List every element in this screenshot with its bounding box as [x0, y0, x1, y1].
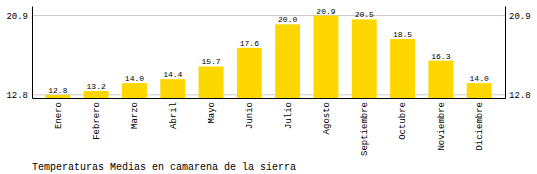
y2-tick-label: 12.8 — [509, 91, 531, 101]
data-label: 12.8 — [48, 86, 67, 95]
data-label: 17.6 — [240, 39, 259, 48]
y-tick-label: 12.8 — [6, 91, 28, 101]
y-tick: 12.8 — [6, 91, 32, 101]
data-label: 15.7 — [201, 57, 220, 66]
bar — [390, 39, 415, 98]
y-axis: 12.8 20.9 — [6, 7, 32, 102]
data-label: 18.5 — [393, 30, 412, 39]
x-tick-label: Febrero — [92, 102, 102, 140]
data-label: 16.3 — [431, 52, 450, 61]
x-tick-label: Junio — [245, 102, 255, 129]
x-tick-label: Diciembre — [475, 102, 485, 151]
x-tick-label: Mayo — [207, 102, 217, 124]
data-label: 13.2 — [87, 82, 106, 91]
bar — [84, 91, 109, 98]
x-tick-label: Octubre — [398, 102, 408, 140]
y-axis-line — [32, 7, 33, 99]
y-tick-label: 20.9 — [6, 12, 28, 22]
plot: 12.8 13.2 14.0 14.4 15.7 17.6 20.0 20.9 20.5 18.5… — [6, 7, 530, 157]
x-tick-label: Noviembre — [437, 102, 447, 151]
y2-tick: 20.9 — [505, 12, 531, 22]
chart: 12.8 13.2 14.0 14.4 15.7 17.6 20.0 20.9 20.5 18.5… — [0, 0, 537, 174]
bar — [122, 83, 147, 98]
x-tick: Julio — [284, 98, 294, 129]
data-label: 14.0 — [470, 74, 489, 83]
x-tick: Agosto — [322, 98, 332, 134]
x-tick: Octubre — [398, 98, 408, 140]
bar — [275, 24, 300, 98]
bar — [45, 95, 70, 98]
data-label: 20.0 — [278, 15, 297, 24]
x-tick: Febrero — [92, 98, 102, 140]
x-tick: Mayo — [207, 98, 217, 124]
y2-axis: 12.8 20.9 — [505, 7, 531, 102]
x-tick-label: Septiembre — [360, 102, 370, 156]
x-tick: Junio — [245, 98, 255, 129]
x-tick: Noviembre — [437, 98, 447, 151]
x-tick-label: Julio — [284, 102, 294, 129]
x-tick: Diciembre — [475, 98, 485, 151]
y2-tick: 12.8 — [505, 91, 531, 101]
x-tick-label: Enero — [54, 102, 64, 129]
title: Temperaturas Medias en camarena de la si… — [32, 162, 296, 173]
x-axis: Enero Febrero Marzo Abril Mayo Junio Julio Agos… — [33, 98, 506, 156]
bars — [45, 16, 491, 98]
x-tick-label: Marzo — [130, 102, 140, 129]
data-label: 20.5 — [355, 10, 374, 19]
bar — [352, 19, 377, 98]
x-tick: Abril — [169, 98, 179, 129]
x-tick-label: Abril — [169, 102, 179, 129]
x-tick: Septiembre — [360, 98, 370, 156]
bar — [428, 61, 453, 98]
data-labels: 12.8 13.2 14.0 14.4 15.7 17.6 20.0 20.9 20.5 18.5… — [48, 7, 489, 95]
x-axis-line — [33, 98, 506, 99]
x-tick: Enero — [54, 98, 64, 129]
bar — [467, 83, 492, 98]
bar — [237, 48, 262, 98]
y2-axis-line — [505, 7, 506, 99]
bar — [160, 79, 185, 98]
grid-line — [32, 15, 505, 16]
bar — [314, 16, 339, 98]
data-label: 14.4 — [163, 70, 182, 79]
data-label: 20.9 — [316, 7, 335, 16]
x-tick-label: Agosto — [322, 102, 332, 134]
y-tick: 20.9 — [6, 12, 32, 22]
bar — [199, 66, 224, 98]
data-label: 14.0 — [125, 74, 144, 83]
x-tick: Marzo — [130, 98, 140, 129]
y2-tick-label: 20.9 — [509, 12, 531, 22]
